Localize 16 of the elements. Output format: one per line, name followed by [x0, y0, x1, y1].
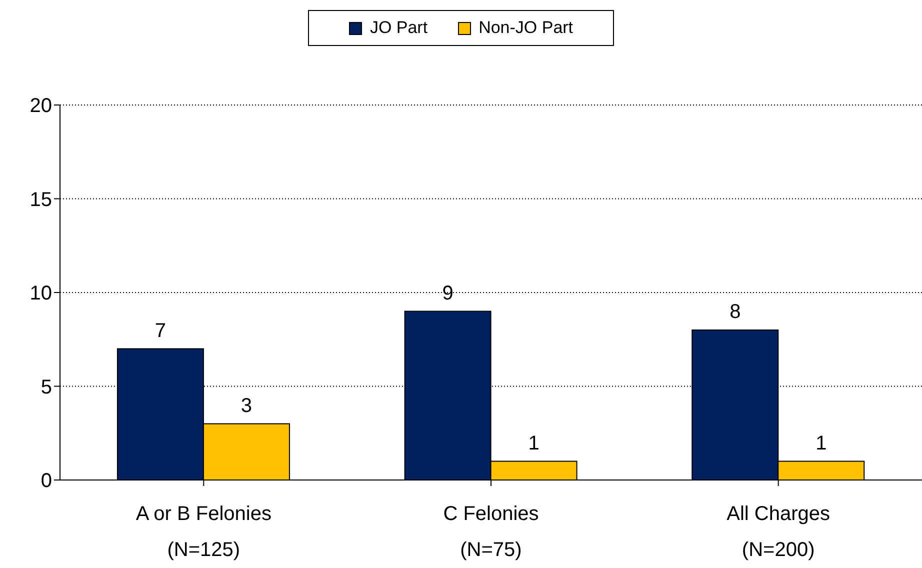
y-tick-label: 15: [30, 188, 52, 211]
legend-label: JO Part: [368, 18, 428, 38]
y-tick-label: 5: [40, 376, 52, 398]
y-tick-label: 10: [30, 282, 52, 305]
data-label: 8: [730, 301, 741, 323]
y-tick-label: 0: [40, 470, 52, 492]
x-tick-label: All Charges (N=200): [726, 503, 830, 561]
data-label: 1: [528, 432, 540, 454]
data-label: 7: [154, 320, 166, 342]
data-label: 3: [240, 394, 252, 417]
legend-label: Non-JO Part: [478, 18, 574, 38]
y-tick-label: 20: [30, 95, 52, 118]
data-label: 9: [442, 282, 454, 304]
x-tick-label: C Felonies (N=75): [443, 503, 539, 561]
data-label: 1: [816, 432, 827, 454]
x-tick-label: A or B Felonies (N=125): [136, 503, 272, 561]
